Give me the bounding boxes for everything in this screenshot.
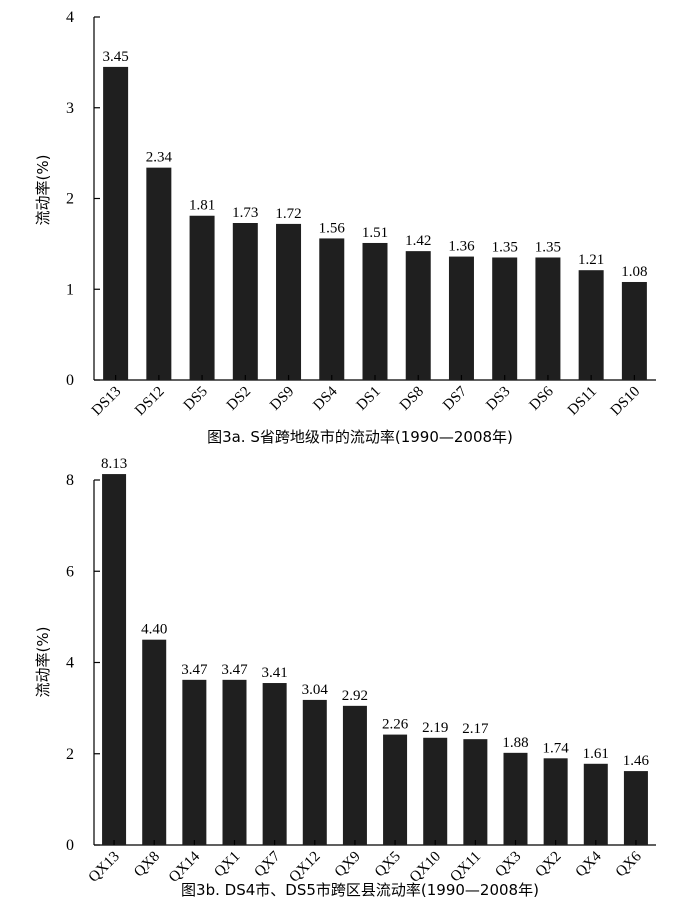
x-tick-label: QX2 <box>533 849 565 881</box>
data-label: 3.47 <box>181 662 208 678</box>
x-tick-label: QX1 <box>211 849 243 881</box>
y-tick-label: 3 <box>66 100 74 117</box>
data-label: 1.72 <box>275 206 301 222</box>
y-tick-label: 0 <box>66 372 74 389</box>
bar-ds2 <box>232 223 258 380</box>
x-tick-label: QX13 <box>86 849 123 886</box>
bar-ds3 <box>492 257 518 380</box>
x-tick-label: QX5 <box>372 849 404 881</box>
x-tick-label: QX3 <box>492 849 524 881</box>
data-label: 1.35 <box>535 239 561 255</box>
bar-qx1 <box>222 679 247 845</box>
data-label: 2.34 <box>146 150 173 166</box>
y-tick-label: 8 <box>66 472 74 489</box>
y-tick-label: 2 <box>66 191 74 208</box>
y-tick-label: 4 <box>66 9 74 26</box>
data-label: 3.04 <box>302 682 329 698</box>
data-label: 2.19 <box>422 720 448 736</box>
x-tick-label: DS6 <box>527 383 558 414</box>
y-tick-label: 0 <box>66 837 74 854</box>
x-tick-label: DS1 <box>354 384 384 414</box>
x-tick-label: QX7 <box>252 848 284 880</box>
data-label: 2.17 <box>462 721 489 737</box>
x-tick-label: DS5 <box>181 384 211 414</box>
bar-qx5 <box>383 734 408 845</box>
data-label: 2.92 <box>342 688 368 704</box>
bar-qx10 <box>423 737 448 845</box>
data-label: 1.81 <box>189 198 215 214</box>
bar-qx7 <box>262 683 287 845</box>
bar-ds11 <box>578 270 604 380</box>
bar-ds1 <box>362 242 388 380</box>
y-tick-label: 6 <box>66 563 74 580</box>
data-label: 1.21 <box>578 252 604 268</box>
bar-qx6 <box>623 771 648 845</box>
x-tick-label: DS12 <box>132 384 167 419</box>
bar-qx4 <box>583 763 608 845</box>
data-label: 3.47 <box>221 662 248 678</box>
x-tick-label: DS9 <box>267 384 297 414</box>
x-tick-label: QX8 <box>131 849 163 881</box>
y-axis-label: 流动率(%) <box>34 155 52 226</box>
x-tick-label: QX6 <box>613 848 645 880</box>
bar-qx3 <box>503 752 528 845</box>
chart-title: 图3a. S省跨地级市的流动率(1990—2008年) <box>207 428 513 446</box>
x-tick-label: QX9 <box>332 849 364 881</box>
data-label: 4.40 <box>141 622 167 638</box>
data-label: 1.08 <box>621 264 647 280</box>
bar-ds13 <box>103 66 129 380</box>
bar-qx12 <box>302 699 327 845</box>
bar-ds10 <box>621 281 647 380</box>
bar-qx8 <box>142 639 167 845</box>
x-tick-label: QX11 <box>447 849 484 886</box>
x-tick-label: DS3 <box>483 384 513 414</box>
data-label: 1.51 <box>362 225 388 241</box>
bar-ds12 <box>146 167 172 380</box>
bar-ds9 <box>276 223 302 380</box>
data-label: 2.26 <box>382 717 409 733</box>
chart-3a: 0 1 2 3 4 流动率(%) 3.45 DS13 2.34 DS12 1.81 DS5 1.73 DS… <box>34 9 656 446</box>
chart-3b: 02468流动率(%)8.13QX134.40QX83.47QX143.47QX… <box>34 456 656 899</box>
data-label: 1.46 <box>623 753 650 769</box>
bar-ds7 <box>448 256 474 380</box>
x-tick-label: DS13 <box>89 384 124 419</box>
data-label: 1.74 <box>543 740 570 756</box>
data-label: 1.42 <box>405 233 431 249</box>
bar-ds4 <box>319 238 345 380</box>
bar-qx11 <box>463 739 488 845</box>
data-label: 1.36 <box>448 239 475 255</box>
data-label: 1.56 <box>319 220 346 236</box>
x-tick-label: QX4 <box>573 848 605 880</box>
bar-qx13 <box>102 474 127 845</box>
bar-ds6 <box>535 257 561 380</box>
data-label: 1.88 <box>502 735 528 751</box>
x-tick-label: DS7 <box>440 383 471 414</box>
data-label: 3.41 <box>262 665 288 681</box>
bar-ds5 <box>189 215 215 380</box>
data-label: 1.73 <box>232 205 258 221</box>
x-tick-label: DS8 <box>397 384 427 414</box>
bar-qx9 <box>342 705 367 845</box>
y-axis-label: 流动率(%) <box>34 627 52 698</box>
chart-title: 图3b. DS4市、DS5市跨区县流动率(1990—2008年) <box>181 881 539 899</box>
data-label: 3.45 <box>102 49 128 65</box>
data-label: 8.13 <box>101 456 127 472</box>
y-tick-label: 4 <box>66 655 74 672</box>
y-tick-label: 1 <box>66 281 74 298</box>
y-tick-label: 2 <box>66 746 74 763</box>
x-tick-label: DS2 <box>224 384 254 414</box>
x-tick-label: DS4 <box>310 383 341 414</box>
bar-qx2 <box>543 758 568 845</box>
data-label: 1.35 <box>492 239 518 255</box>
bar-qx14 <box>182 679 207 845</box>
x-tick-label: DS11 <box>565 384 600 419</box>
data-label: 1.61 <box>583 746 609 762</box>
bar-ds8 <box>405 251 431 380</box>
x-tick-label: DS10 <box>608 384 643 419</box>
